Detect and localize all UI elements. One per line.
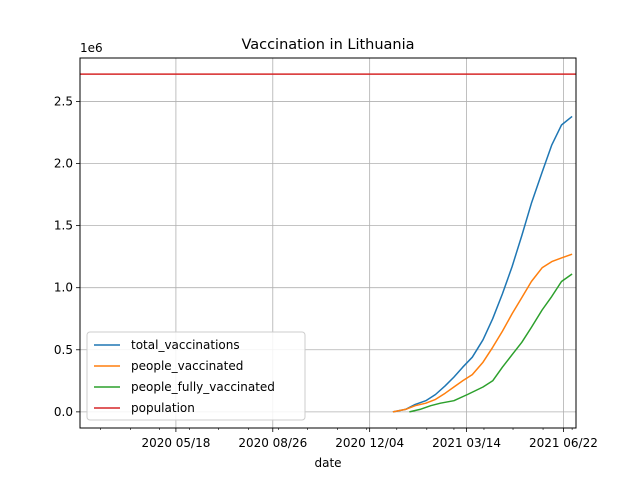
legend-box [86, 331, 306, 421]
y-tick-label: 0.5 [54, 343, 73, 357]
series-line-people-fully-vaccinated [409, 273, 573, 413]
series-line-total-vaccinations [392, 115, 573, 413]
y-axis: 0.0 0.5 1.0 1.5 2.0 2.5 [54, 94, 80, 419]
x-tick-label: 2021 06/22 [529, 436, 598, 450]
series-lines [80, 73, 576, 413]
x-tick-label: 2020 12/04 [335, 436, 404, 450]
legend-label: total_vaccinations [131, 338, 240, 352]
legend-label: population [131, 401, 195, 415]
x-tick-label: 2020 05/18 [141, 436, 210, 450]
x-tick-label: 2021 03/14 [432, 436, 501, 450]
y-offset-label: 1e6 [80, 41, 103, 55]
y-tick-label: 1.0 [54, 281, 73, 295]
chart-title: Vaccination in Lithuania [241, 37, 414, 53]
x-axis: 2020 05/18 2020 08/26 2020 12/04 2021 03/14… [100, 428, 598, 450]
x-axis-label: date [314, 456, 341, 470]
y-tick-label: 2.5 [54, 94, 73, 108]
x-tick-label: 2020 08/26 [238, 436, 307, 450]
legend-label: people_fully_vaccinated [131, 380, 275, 394]
legend-label: people_vaccinated [131, 359, 243, 373]
y-tick-label: 1.5 [54, 219, 73, 233]
legend: total_vaccinations people_vaccinatedpeopl… [86, 331, 306, 421]
y-tick-label: 2.0 [54, 157, 73, 171]
plot-frame [79, 57, 577, 429]
y-tick-label: 0.0 [54, 405, 73, 419]
series-line-people-vaccinated [392, 253, 573, 413]
